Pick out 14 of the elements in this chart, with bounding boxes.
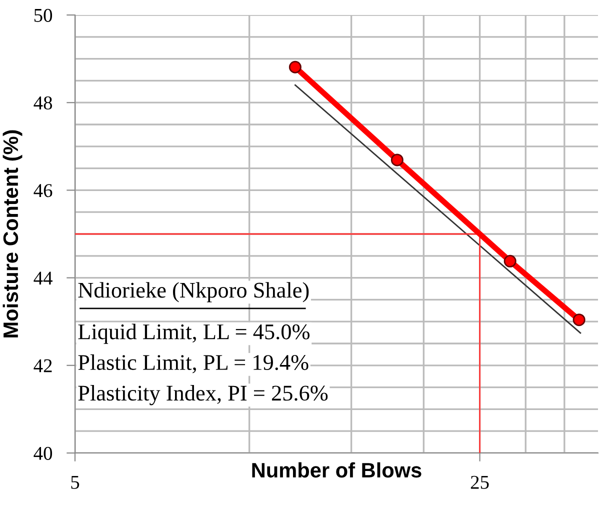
annotation: Plastic Limit, PL = 19.4% <box>78 354 308 374</box>
annotation: Plasticity Index, PI = 25.6% <box>78 385 328 406</box>
annotation: Liquid Limit, LL = 45.0% <box>78 324 310 344</box>
y-tick-label: 40 <box>34 446 52 460</box>
y-tick-label: 50 <box>34 8 52 22</box>
annotation: Ndiorieke (Nkporo Shale) <box>78 282 309 302</box>
x-tick-label: 5 <box>71 476 80 489</box>
x-axis-title: Number of Blows <box>252 462 422 478</box>
y-tick-label: 42 <box>34 359 52 372</box>
x-tick-label: 25 <box>470 476 489 489</box>
y-tick-label: 46 <box>34 184 52 198</box>
y-tick-label: 48 <box>34 96 52 110</box>
y-axis-title: Moisture Content (%) <box>2 130 22 338</box>
y-tick-label: 44 <box>34 272 52 285</box>
